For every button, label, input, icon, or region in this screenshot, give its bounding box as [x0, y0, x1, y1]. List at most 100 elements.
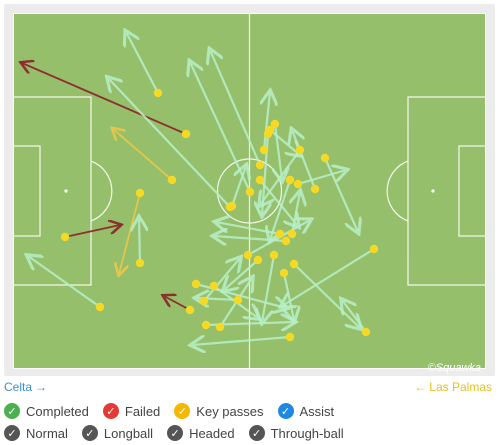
pass-start-point-13[interactable]	[270, 119, 280, 129]
pass-start-point-37[interactable]	[185, 305, 195, 315]
legend-toggle-completed[interactable]: ✓ Completed	[4, 403, 89, 419]
legend-toggle-assist[interactable]: ✓ Assist	[277, 403, 334, 419]
check-icon: ✓	[102, 403, 119, 419]
pass-failed-37[interactable]	[164, 296, 191, 311]
squawka-watermark: ©Squawka	[427, 362, 481, 374]
pass-start-point-27[interactable]	[289, 259, 299, 269]
pass-start-point-16[interactable]	[310, 184, 320, 194]
pass-key-2[interactable]	[113, 129, 173, 181]
pass-start-point-17[interactable]	[293, 179, 303, 189]
legend-label: Completed	[26, 403, 89, 419]
legend-toggle-failed[interactable]: ✓ Failed	[102, 403, 161, 419]
home-team-label[interactable]: Celta →	[4, 380, 50, 394]
pass-start-point-25[interactable]	[253, 255, 263, 265]
check-icon: ✓	[4, 403, 20, 419]
pass-completed-7[interactable]	[108, 78, 231, 208]
pass-start-point-34[interactable]	[233, 295, 243, 305]
left-goal	[13, 173, 14, 209]
pass-start-point-26[interactable]	[269, 250, 279, 260]
pass-completed-27[interactable]	[293, 263, 360, 328]
pass-start-point-21[interactable]	[275, 229, 285, 239]
legend-toggle-through-ball[interactable]: ✓ Through-ball	[248, 425, 344, 441]
legend-label: Failed	[124, 403, 161, 419]
pass-lines	[22, 32, 375, 345]
pass-completed-17[interactable]	[297, 170, 346, 186]
pass-start-point-18[interactable]	[285, 175, 295, 185]
pass-start-point-30[interactable]	[361, 327, 371, 337]
pass-completed-18[interactable]	[270, 179, 292, 240]
pass-completed-38[interactable]	[203, 258, 240, 302]
pass-completed-26[interactable]	[262, 254, 276, 322]
away-team-label[interactable]: ← Las Palmas	[411, 380, 492, 394]
pass-start-point-20[interactable]	[227, 201, 237, 211]
legend-toggle-headed[interactable]: ✓ Headed	[167, 425, 235, 441]
legend-label: Headed	[189, 425, 235, 441]
check-icon: ✓	[81, 425, 98, 441]
pass-start-point-10[interactable]	[259, 145, 269, 155]
pitch-frame: ©Squawka	[4, 4, 495, 376]
arrow-right-icon: →	[35, 380, 48, 394]
pass-start-point-19[interactable]	[255, 175, 265, 185]
check-icon: ✓	[4, 425, 20, 441]
pass-start-point-22[interactable]	[287, 229, 297, 239]
pass-start-point-8[interactable]	[255, 160, 265, 170]
pass-start-point-1[interactable]	[181, 129, 191, 139]
pass-completed-13[interactable]	[275, 123, 282, 180]
legend-toggle-longball[interactable]: ✓ Longball	[81, 425, 153, 441]
pass-start-point-29[interactable]	[369, 244, 379, 254]
pass-start-point-4[interactable]	[60, 232, 70, 242]
pass-start-point-24[interactable]	[243, 250, 253, 260]
pass-completed-29[interactable]	[282, 248, 375, 306]
pass-completed-6[interactable]	[28, 256, 101, 308]
legend-label: Normal	[26, 425, 68, 441]
pass-start-point-0[interactable]	[153, 88, 163, 98]
check-icon: ✓	[277, 403, 294, 419]
pass-start-point-2[interactable]	[167, 175, 177, 185]
pass-start-point-32[interactable]	[209, 281, 219, 291]
pass-start-point-14[interactable]	[295, 145, 305, 155]
pass-failed-4[interactable]	[64, 225, 120, 238]
pass-start-point-23[interactable]	[281, 236, 291, 246]
pass-start-point-12[interactable]	[263, 129, 273, 139]
pass-completed-14[interactable]	[260, 149, 301, 205]
legend-row-outcome: ✓ Completed ✓ Failed ✓ Key passes ✓ Assi…	[4, 400, 494, 422]
pass-start-point-6[interactable]	[95, 302, 105, 312]
pass-failed-1[interactable]	[22, 63, 187, 135]
check-icon: ✓	[174, 403, 191, 419]
pass-start-points	[60, 88, 379, 342]
home-team-name: Celta	[4, 380, 33, 394]
pass-key-3[interactable]	[119, 192, 141, 274]
pass-start-point-9[interactable]	[245, 187, 255, 197]
left-penalty-spot	[64, 189, 68, 193]
pitch-markings	[13, 13, 486, 369]
pass-start-point-5[interactable]	[135, 258, 145, 268]
pass-start-point-36[interactable]	[285, 332, 295, 342]
pass-legend: ✓ Completed ✓ Failed ✓ Key passes ✓ Assi…	[4, 400, 494, 444]
pass-start-point-35[interactable]	[215, 322, 225, 332]
pass-start-point-38[interactable]	[199, 296, 209, 306]
pass-completed-10[interactable]	[264, 92, 270, 151]
pass-completed-21[interactable]	[216, 222, 281, 236]
pass-start-point-33[interactable]	[201, 320, 211, 330]
pitch	[13, 13, 486, 369]
right-penalty-spot	[431, 189, 435, 193]
pass-completed-5[interactable]	[139, 218, 140, 264]
pass-completed-22[interactable]	[292, 192, 300, 235]
pass-completed-20[interactable]	[230, 166, 246, 207]
pass-start-point-31[interactable]	[191, 279, 201, 289]
pass-completed-30[interactable]	[342, 300, 367, 333]
pass-completed-36[interactable]	[192, 337, 291, 345]
pass-completed-19[interactable]	[259, 179, 298, 226]
pass-completed-0[interactable]	[126, 32, 159, 94]
pass-completed-8[interactable]	[210, 50, 262, 166]
check-icon: ✓	[248, 425, 265, 441]
pass-completed-11[interactable]	[269, 129, 300, 155]
check-icon: ✓	[167, 425, 184, 441]
pass-start-point-3[interactable]	[135, 188, 145, 198]
pass-completed-15[interactable]	[323, 157, 358, 232]
legend-label: Key passes	[196, 403, 264, 419]
pass-start-point-15[interactable]	[320, 153, 330, 163]
legend-toggle-key-passes[interactable]: ✓ Key passes	[174, 403, 264, 419]
pass-start-point-28[interactable]	[279, 268, 289, 278]
legend-toggle-normal[interactable]: ✓ Normal	[4, 425, 68, 441]
